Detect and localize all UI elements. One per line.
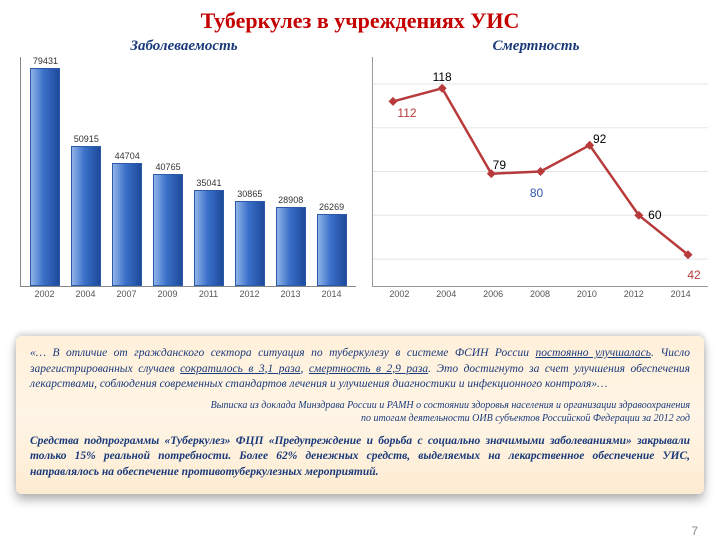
bar-value-label: 28908 <box>278 195 303 205</box>
bar-value-label: 30865 <box>237 189 262 199</box>
page-number: 7 <box>691 524 698 538</box>
bar-column: 35041 <box>189 178 230 286</box>
bar-value-label: 44704 <box>115 151 140 161</box>
quote-underline: смертность в 2,9 раза <box>309 363 428 375</box>
bar-column: 79431 <box>25 56 66 286</box>
bar-column: 50915 <box>66 134 107 286</box>
line-x-label: 2004 <box>423 289 470 299</box>
bar <box>276 207 306 286</box>
bar <box>153 174 183 286</box>
line-point-label: 79 <box>493 158 506 172</box>
bar-x-label: 2007 <box>106 289 147 299</box>
bar-x-label: 2011 <box>188 289 229 299</box>
line-point-label: 92 <box>593 132 606 146</box>
bar <box>112 163 142 286</box>
bar <box>235 201 265 286</box>
bar-value-label: 35041 <box>196 178 221 188</box>
bar-column: 30865 <box>229 189 270 286</box>
quote-underline: постоянно улучшалась <box>535 347 650 359</box>
line-x-label: 2002 <box>376 289 423 299</box>
bar-x-label: 2002 <box>24 289 65 299</box>
bar-column: 26269 <box>311 202 352 286</box>
quote-source-line: Выписка из доклада Минздрава России и РА… <box>211 400 690 411</box>
bar-x-label: 2004 <box>65 289 106 299</box>
bar-column: 28908 <box>270 195 311 286</box>
line-x-label: 2012 <box>610 289 657 299</box>
charts-row: Заболеваемость 79431 50915 44704 40765 35041… <box>0 38 720 318</box>
mortality-chart: Смертность 112 118 79 80 92 60 42 200220042006… <box>364 38 708 318</box>
quote-source-line: по итогам деятельности ОИВ субъектов Рос… <box>361 413 690 424</box>
line-x-label: 2010 <box>563 289 610 299</box>
line-point-label: 60 <box>648 208 661 222</box>
quote-panel: «… В отличие от гражданского сектора сит… <box>16 336 704 494</box>
line-point-label: 118 <box>433 70 452 84</box>
line-x-label: 2006 <box>470 289 517 299</box>
bar-x-label: 2012 <box>229 289 270 299</box>
line-x-label: 2008 <box>517 289 564 299</box>
bar-column: 44704 <box>107 151 148 286</box>
bar-x-label: 2013 <box>270 289 311 299</box>
mortality-chart-title: Смертность <box>364 38 708 55</box>
bar-value-label: 40765 <box>156 162 181 172</box>
bar-value-label: 26269 <box>319 202 344 212</box>
incidence-chart-title: Заболеваемость <box>12 38 356 55</box>
line-point-label: 112 <box>397 106 416 120</box>
line-point-label: 42 <box>687 268 700 282</box>
line-point-label: 80 <box>530 186 543 200</box>
bar <box>194 190 224 286</box>
bar-value-label: 79431 <box>33 56 58 66</box>
quote-paragraph-1: «… В отличие от гражданского сектора сит… <box>30 346 690 393</box>
incidence-chart: Заболеваемость 79431 50915 44704 40765 35041… <box>12 38 356 318</box>
bar-plot-area: 79431 50915 44704 40765 35041 30865 28908 26269 <box>20 57 356 287</box>
bar-x-label: 2014 <box>311 289 352 299</box>
page-title: Туберкулез в учреждениях УИС <box>0 8 720 34</box>
bar-x-label: 2009 <box>147 289 188 299</box>
quote-text: «… В отличие от гражданского сектора сит… <box>30 347 535 359</box>
bar-value-label: 50915 <box>74 134 99 144</box>
line-plot-area: 112 118 79 80 92 60 42 <box>372 57 708 287</box>
bar <box>317 214 347 286</box>
quote-text: , <box>301 363 309 375</box>
bar <box>71 146 101 286</box>
line-x-label: 2014 <box>657 289 704 299</box>
bar <box>30 68 60 286</box>
quote-paragraph-2: Средства подпрограммы «Туберкулез» ФЦП «… <box>30 434 690 481</box>
quote-source: Выписка из доклада Минздрава России и РА… <box>30 399 690 426</box>
quote-underline: сократилось в 3,1 раза <box>180 363 300 375</box>
bar-column: 40765 <box>148 162 189 286</box>
